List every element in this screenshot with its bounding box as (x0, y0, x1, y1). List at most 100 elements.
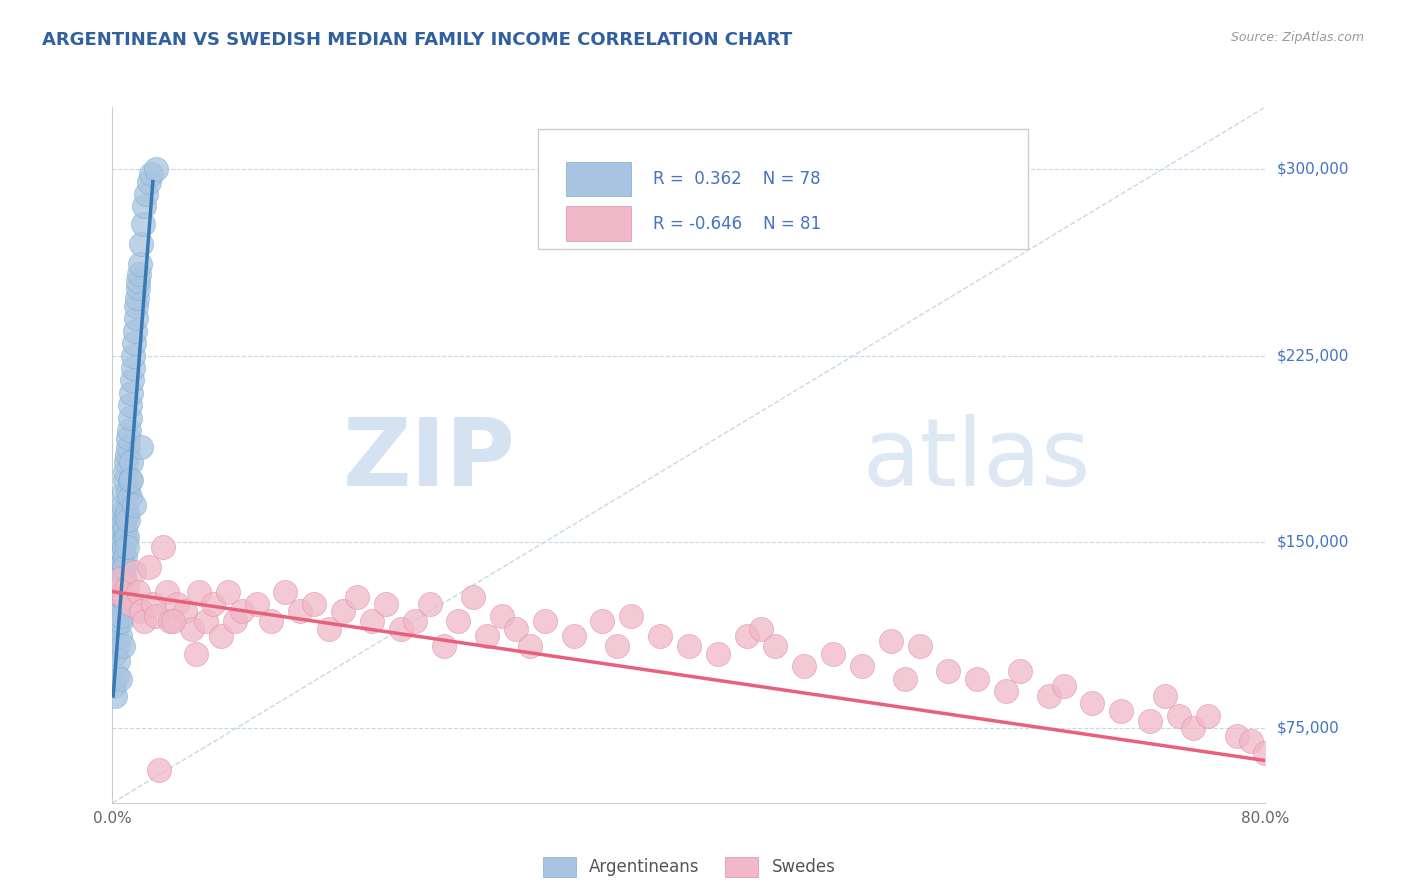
Point (1240, 733, 1263, 747)
Point (706, 647, 728, 661)
Point (491, 609, 513, 624)
Point (166, 597, 188, 611)
Point (110, 597, 132, 611)
Point (115, 540, 138, 554)
Point (274, 584, 297, 599)
Point (134, 199, 156, 213)
Point (648, 629, 672, 643)
Point (231, 605, 253, 619)
Point (1167, 708, 1189, 723)
Point (152, 540, 174, 554)
Text: ARGENTINEAN VS SWEDISH MEDIAN FAMILY INCOME CORRELATION CHART: ARGENTINEAN VS SWEDISH MEDIAN FAMILY INC… (42, 31, 793, 49)
Point (1197, 708, 1219, 723)
Point (159, 615, 181, 629)
Point (115, 530, 138, 544)
Point (104, 689, 127, 703)
Point (851, 659, 873, 673)
Text: R = -0.646    N = 81: R = -0.646 N = 81 (652, 215, 821, 233)
Point (145, 609, 167, 624)
Point (114, 549, 136, 564)
Bar (567, 161, 631, 196)
Point (120, 455, 142, 469)
Point (346, 590, 368, 604)
Point (103, 679, 125, 693)
Legend: Argentineans, Swedes: Argentineans, Swedes (534, 849, 844, 885)
Point (104, 584, 127, 599)
Point (894, 672, 917, 686)
Point (195, 615, 218, 629)
Point (127, 584, 149, 599)
Point (765, 639, 787, 653)
Point (995, 684, 1018, 698)
Point (461, 590, 484, 604)
Point (124, 311, 146, 326)
Point (112, 498, 135, 512)
Point (128, 267, 150, 281)
Point (110, 547, 132, 561)
Point (1081, 697, 1104, 711)
Point (107, 654, 129, 668)
Point (184, 647, 207, 661)
Point (156, 584, 179, 599)
Point (110, 615, 132, 629)
Point (1226, 729, 1249, 743)
Point (114, 466, 136, 480)
Point (127, 281, 149, 295)
Point (1038, 689, 1060, 703)
Point (821, 647, 844, 661)
Point (111, 515, 134, 529)
Point (360, 615, 382, 629)
Point (104, 647, 127, 661)
Point (304, 597, 326, 611)
Point (142, 597, 165, 611)
Point (108, 605, 131, 619)
Point (966, 672, 988, 686)
Point (110, 523, 132, 537)
Point (389, 622, 412, 636)
Point (138, 559, 160, 574)
Point (114, 473, 136, 487)
Point (112, 559, 135, 574)
Point (1254, 746, 1277, 760)
Point (318, 622, 340, 636)
Point (224, 615, 246, 629)
Point (173, 605, 195, 619)
Point (375, 597, 398, 611)
Point (1139, 714, 1161, 728)
Point (117, 441, 139, 455)
Text: $150,000: $150,000 (1277, 534, 1348, 549)
Point (108, 580, 131, 594)
Point (129, 236, 153, 251)
Point (135, 187, 157, 202)
Point (419, 597, 441, 611)
Point (118, 473, 141, 487)
Text: ZIP: ZIP (343, 414, 516, 506)
Point (245, 597, 267, 611)
Point (112, 540, 135, 554)
Point (735, 629, 758, 643)
Point (115, 448, 138, 462)
Point (122, 565, 145, 579)
Point (107, 615, 129, 629)
Point (107, 584, 129, 599)
Point (1010, 664, 1032, 678)
Point (111, 590, 134, 604)
Point (121, 360, 143, 375)
Point (118, 423, 141, 437)
Point (111, 565, 134, 579)
Point (115, 455, 138, 469)
Point (404, 615, 426, 629)
Point (132, 217, 155, 231)
Point (138, 175, 160, 189)
Point (202, 597, 225, 611)
Point (129, 605, 153, 619)
Point (908, 639, 931, 653)
Point (475, 629, 498, 643)
Point (880, 634, 903, 648)
Point (288, 605, 311, 619)
Text: R =  0.362    N = 78: R = 0.362 N = 78 (652, 170, 821, 188)
Point (115, 505, 138, 519)
Point (162, 615, 184, 629)
Point (606, 639, 628, 653)
Point (118, 410, 141, 425)
